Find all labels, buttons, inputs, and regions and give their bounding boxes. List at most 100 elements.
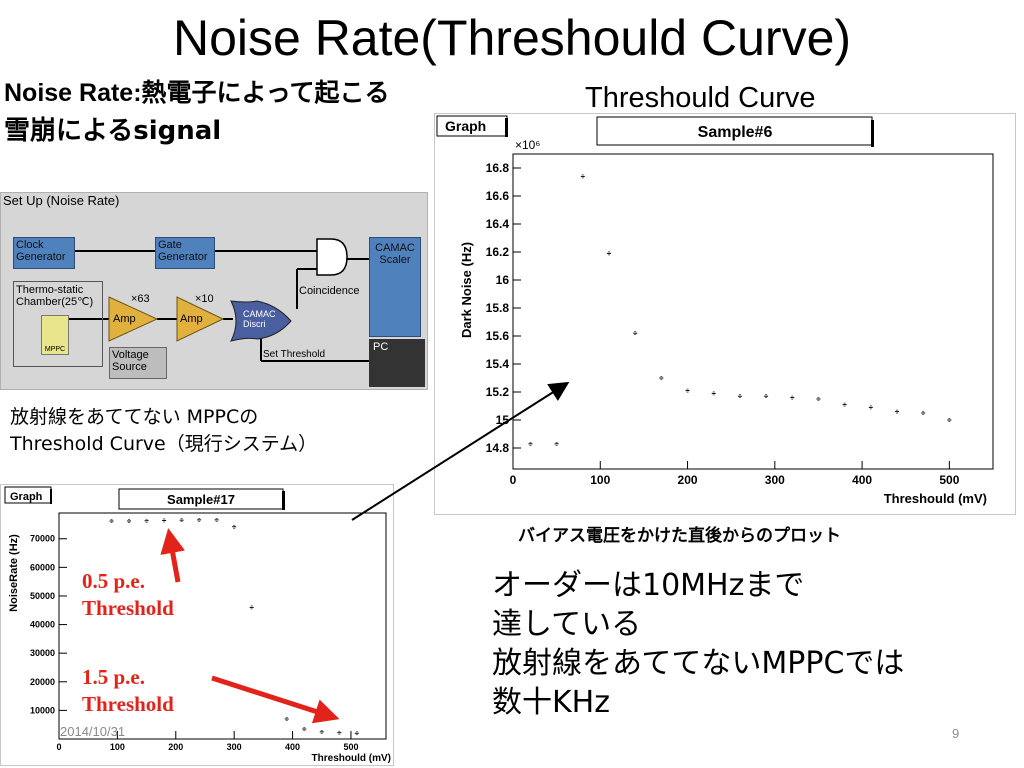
y-tick-label: 14.8 xyxy=(486,441,510,455)
data-point xyxy=(580,174,585,179)
x-tick-label: 400 xyxy=(852,473,872,487)
main-y-axis-label: Dark Noise (Hz) xyxy=(459,242,474,338)
small-x-axis-label: Threshould (mV) xyxy=(312,753,391,764)
annotation-0-5-pe: 0.5 p.e. Threshold xyxy=(82,568,174,622)
pc-box: PC xyxy=(369,339,425,387)
y-tick-label: 15 xyxy=(496,413,510,427)
y-tick-label: 30000 xyxy=(30,648,55,658)
no-radiation-caption: 放射線をあててない MPPCの Threshold Curve（現行システム） xyxy=(10,404,317,458)
main-y-multiplier: ×10⁶ xyxy=(515,138,540,152)
y-tick-label: 60000 xyxy=(30,562,55,572)
data-point xyxy=(232,524,237,529)
data-point xyxy=(921,411,926,415)
setup-diagram: Set Up (Noise Rate) Clock Generator Gate… xyxy=(0,192,428,390)
summary-line-1: オーダーは10MHzまで xyxy=(492,568,805,603)
annotation-1-5-pe-line1: 1.5 p.e. xyxy=(82,665,145,689)
x-tick-label: 400 xyxy=(285,742,300,752)
intro-line-2: 雪崩によるsignal xyxy=(4,116,222,146)
data-point xyxy=(528,441,533,446)
gain-10-label: ×10 xyxy=(195,293,214,305)
main-chart: Graph Sample#6 ×10⁶ Dark Noise (Hz) Thre… xyxy=(436,115,994,506)
main-graph-tag: Graph xyxy=(445,118,486,134)
mppc-box: MPPC xyxy=(41,315,69,355)
camac-scaler-box: CAMAC Scaler xyxy=(369,237,421,337)
data-point xyxy=(947,418,952,422)
y-tick-label: 16.2 xyxy=(486,245,510,259)
data-point xyxy=(302,727,307,731)
data-point xyxy=(319,730,324,734)
intro-line-1: Noise Rate:熱電子によって起こる xyxy=(4,79,390,107)
data-point xyxy=(764,394,769,399)
coincidence-gate xyxy=(316,238,348,276)
data-point xyxy=(144,518,149,523)
y-tick-label: 40000 xyxy=(30,620,55,630)
slide-title: Noise Rate(Threshould Curve) xyxy=(172,10,852,66)
data-point xyxy=(354,731,359,736)
amp2-label: Amp xyxy=(180,313,203,325)
main-x-axis-label: Threshould (mV) xyxy=(884,491,987,506)
summary-line-2: 達している xyxy=(492,607,642,642)
y-tick-label: 15.4 xyxy=(486,357,510,371)
annotation-0-5-pe-line1: 0.5 p.e. xyxy=(82,569,145,593)
clock-generator-box: Clock Generator xyxy=(13,237,75,269)
voltage-source-box: Voltage Source xyxy=(109,347,167,379)
no-radiation-caption-line1: 放射線をあててない MPPCの xyxy=(10,406,259,428)
x-tick-label: 200 xyxy=(168,742,183,752)
y-tick-label: 50000 xyxy=(30,591,55,601)
y-tick-label: 15.8 xyxy=(486,301,510,315)
data-point xyxy=(607,251,611,256)
gate-generator-box: Gate Generator xyxy=(155,237,215,269)
data-point xyxy=(816,397,821,401)
gain-63-label: ×63 xyxy=(131,293,150,305)
x-tick-label: 100 xyxy=(110,742,125,752)
y-tick-label: 16.6 xyxy=(486,189,510,203)
discri-shape xyxy=(230,300,292,342)
coincidence-label: Coincidence xyxy=(299,285,360,297)
data-point xyxy=(214,518,219,522)
set-threshold-label: Set Threshold xyxy=(263,349,326,360)
data-point xyxy=(109,519,114,523)
data-point xyxy=(284,717,289,721)
small-chart-title: Sample#17 xyxy=(167,492,235,507)
x-tick-label: 500 xyxy=(939,473,959,487)
chamber-box: Thermo-static Chamber(25℃) xyxy=(13,281,103,367)
summary-line-4: 数十KHz xyxy=(492,685,610,720)
x-tick-label: 100 xyxy=(590,473,610,487)
discri-label: CAMAC Discri xyxy=(243,309,276,329)
x-tick-label: 300 xyxy=(227,742,242,752)
y-tick-label: 15.2 xyxy=(486,385,510,399)
x-tick-label: 300 xyxy=(765,473,785,487)
annotation-1-5-pe: 1.5 p.e. Threshold xyxy=(82,664,174,718)
amp1-triangle xyxy=(108,296,159,342)
y-tick-label: 15.6 xyxy=(486,329,510,343)
data-point xyxy=(267,694,272,698)
small-chart: Graph Sample#17 NoiseRate (Hz) Threshoul… xyxy=(4,486,391,764)
y-tick-label: 16 xyxy=(496,273,510,287)
data-point xyxy=(127,519,132,523)
setup-title: Set Up (Noise Rate) xyxy=(3,193,120,208)
y-tick-label: 70000 xyxy=(30,534,55,544)
page-number: 9 xyxy=(952,726,960,741)
setup-wiring xyxy=(69,238,369,362)
data-point xyxy=(249,605,254,610)
x-tick-label: 200 xyxy=(678,473,698,487)
annotation-0-5-pe-line2: Threshold xyxy=(82,596,174,620)
no-radiation-caption-line2: Threshold Curve（現行システム） xyxy=(10,433,318,455)
data-point xyxy=(711,391,716,396)
y-tick-label: 20000 xyxy=(30,677,55,687)
data-point xyxy=(633,331,638,335)
data-point xyxy=(197,518,202,522)
bias-caption: バイアス電圧をかけた直後からのプロット xyxy=(518,526,841,546)
data-point xyxy=(659,376,664,380)
data-point xyxy=(337,730,342,735)
summary-line-3: 放射線をあててないMPPCでは xyxy=(492,646,905,681)
date-footer: 2014/10/31 xyxy=(60,724,126,739)
data-point xyxy=(179,518,184,522)
data-point xyxy=(685,388,690,393)
small-graph-tag: Graph xyxy=(10,491,43,503)
data-point xyxy=(162,518,167,523)
y-tick-label: 16.4 xyxy=(486,217,510,231)
data-point xyxy=(895,409,899,414)
main-chart-panel: Graph Sample#6 ×10⁶ Dark Noise (Hz) Thre… xyxy=(434,113,1016,515)
y-tick-label: 16.8 xyxy=(486,161,510,175)
